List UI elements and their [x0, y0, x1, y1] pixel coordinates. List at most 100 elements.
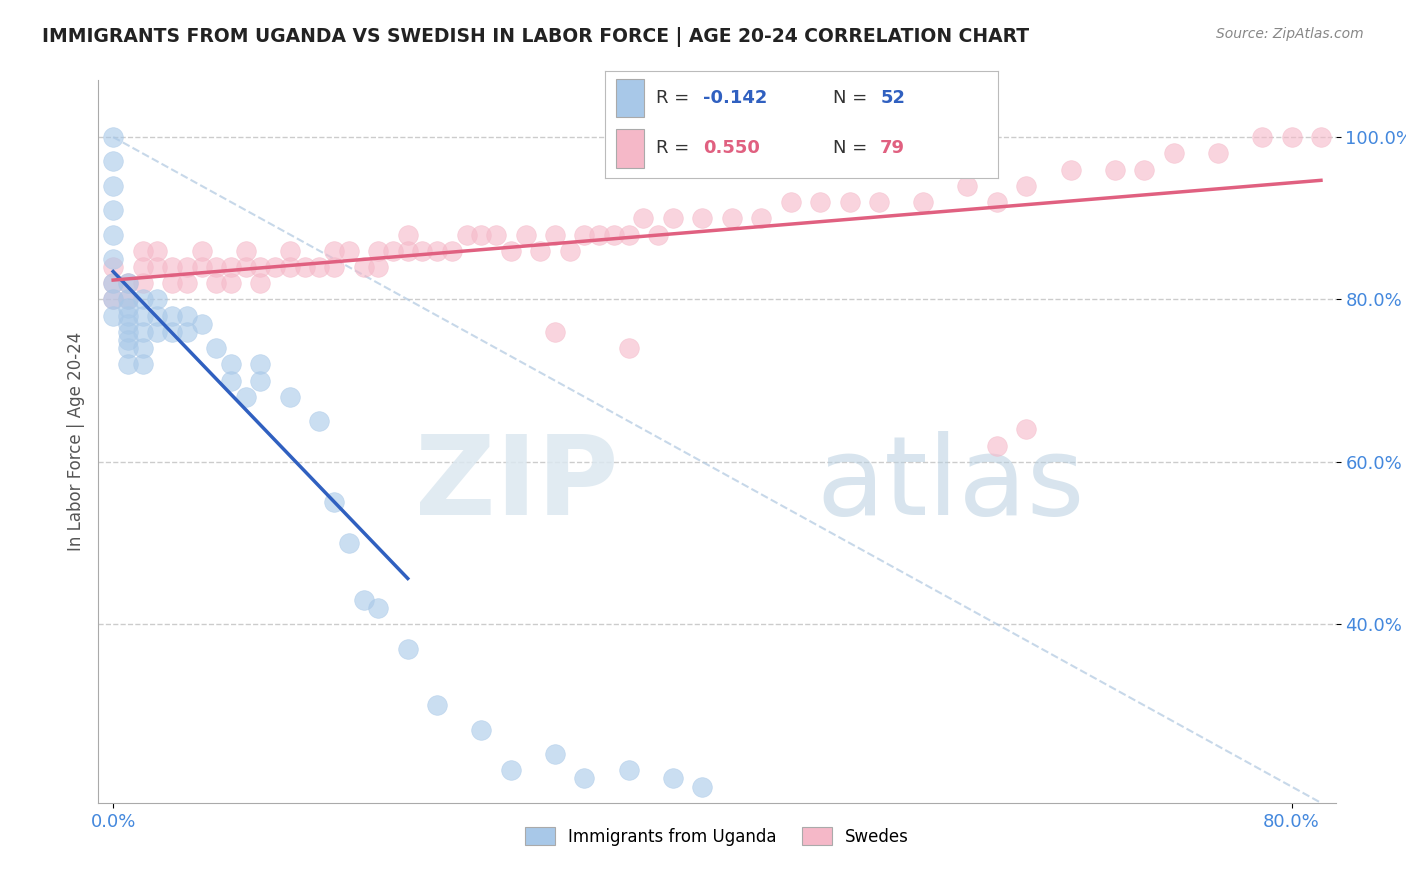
Point — [101, 178, 124, 193]
Point — [176, 309, 198, 323]
Point — [176, 277, 198, 291]
Text: ZIP: ZIP — [415, 432, 619, 539]
Point — [396, 227, 419, 242]
Point — [190, 317, 212, 331]
Point — [131, 309, 153, 323]
Point — [249, 374, 271, 388]
Point — [278, 390, 301, 404]
Point — [353, 260, 375, 274]
Point — [912, 195, 935, 210]
Point — [574, 772, 596, 786]
Point — [176, 325, 198, 339]
Point — [662, 211, 685, 226]
Point — [278, 260, 301, 274]
FancyBboxPatch shape — [616, 78, 644, 118]
Point — [160, 277, 183, 291]
Point — [131, 358, 153, 372]
Point — [411, 244, 433, 258]
Point — [1163, 146, 1185, 161]
Point — [160, 309, 183, 323]
Point — [1015, 422, 1038, 436]
Point — [146, 309, 169, 323]
Point — [131, 341, 153, 355]
Point — [117, 309, 139, 323]
Point — [117, 358, 139, 372]
Point — [101, 277, 124, 291]
Point — [101, 154, 124, 169]
Point — [353, 592, 375, 607]
Point — [692, 780, 714, 794]
Point — [1015, 178, 1038, 193]
Point — [574, 227, 596, 242]
Point — [205, 341, 228, 355]
Point — [190, 260, 212, 274]
Point — [176, 260, 198, 274]
Point — [190, 244, 212, 258]
Point — [367, 260, 389, 274]
Point — [117, 293, 139, 307]
Point — [633, 211, 655, 226]
Point — [117, 325, 139, 339]
Point — [1310, 130, 1333, 145]
Text: 79: 79 — [880, 139, 905, 157]
Point — [101, 252, 124, 266]
Point — [456, 227, 478, 242]
Point — [117, 277, 139, 291]
Point — [367, 601, 389, 615]
Point — [440, 244, 463, 258]
Point — [323, 244, 346, 258]
Point — [617, 227, 640, 242]
Point — [131, 260, 153, 274]
Point — [101, 293, 124, 307]
Point — [868, 195, 890, 210]
Point — [101, 203, 124, 218]
Point — [117, 333, 139, 347]
Point — [396, 641, 419, 656]
Point — [838, 195, 860, 210]
Point — [294, 260, 316, 274]
Point — [617, 764, 640, 778]
Legend: Immigrants from Uganda, Swedes: Immigrants from Uganda, Swedes — [519, 821, 915, 852]
Point — [692, 211, 714, 226]
Point — [160, 260, 183, 274]
Point — [308, 414, 330, 428]
Point — [264, 260, 287, 274]
Point — [749, 211, 772, 226]
Text: atlas: atlas — [815, 432, 1084, 539]
Point — [146, 260, 169, 274]
Point — [146, 244, 169, 258]
Point — [101, 227, 124, 242]
Point — [1133, 162, 1156, 177]
Point — [808, 195, 831, 210]
Text: Source: ZipAtlas.com: Source: ZipAtlas.com — [1216, 27, 1364, 41]
Point — [499, 244, 522, 258]
Point — [1281, 130, 1303, 145]
Point — [101, 130, 124, 145]
Point — [367, 244, 389, 258]
Point — [249, 277, 271, 291]
Point — [1104, 162, 1126, 177]
Y-axis label: In Labor Force | Age 20-24: In Labor Force | Age 20-24 — [66, 332, 84, 551]
Point — [101, 277, 124, 291]
FancyBboxPatch shape — [616, 129, 644, 168]
Point — [235, 260, 257, 274]
Point — [337, 244, 360, 258]
Point — [235, 244, 257, 258]
Point — [249, 358, 271, 372]
Point — [662, 772, 685, 786]
Point — [219, 260, 242, 274]
Point — [1206, 146, 1229, 161]
Point — [235, 390, 257, 404]
Point — [515, 227, 537, 242]
Point — [101, 260, 124, 274]
Text: 0.550: 0.550 — [703, 139, 759, 157]
Point — [117, 301, 139, 315]
Point — [278, 244, 301, 258]
Point — [117, 277, 139, 291]
Point — [308, 260, 330, 274]
Point — [323, 495, 346, 509]
Point — [426, 244, 449, 258]
Point — [146, 325, 169, 339]
Point — [558, 244, 581, 258]
Text: R =: R = — [655, 139, 689, 157]
